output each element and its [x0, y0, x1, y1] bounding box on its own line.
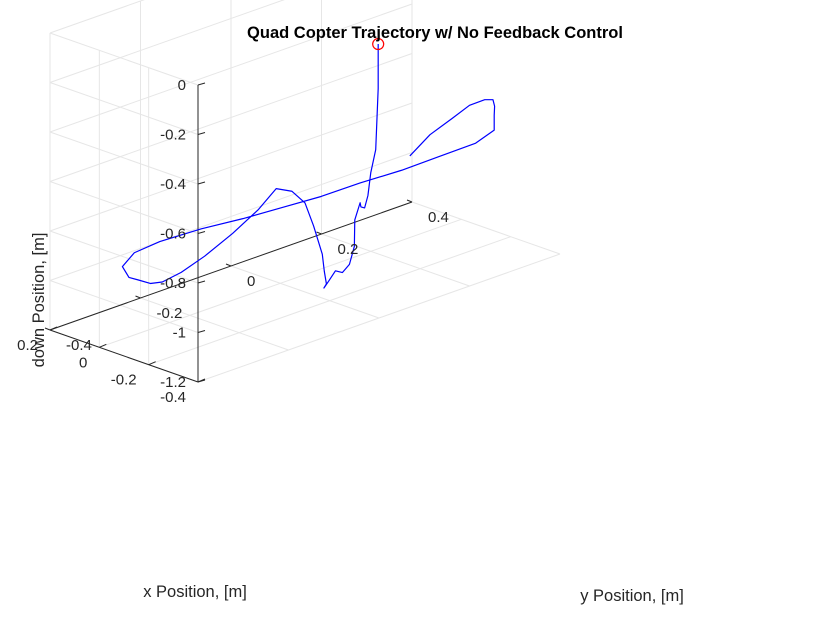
z-tick-label: 0: [178, 77, 186, 94]
grid-line: [321, 233, 470, 287]
grid-line: [197, 253, 561, 383]
z-tick-label: -1.2: [160, 374, 186, 391]
x-tick-label: -0.4: [160, 389, 186, 406]
z-tick-label: -1: [173, 325, 186, 342]
grid-line: [49, 102, 413, 232]
grid-line: [49, 181, 199, 234]
x-tick-mark: [197, 378, 206, 383]
z-tick-mark: [197, 82, 206, 86]
grid-line: [49, 0, 285, 83]
y-tick-label: 0: [247, 273, 255, 290]
x-tick-mark: [49, 326, 58, 331]
grid-line: [49, 230, 199, 284]
x-axis-label: x Position, [m]: [143, 583, 247, 601]
grid-line: [49, 0, 145, 34]
y-axis-label: y Position, [m]: [580, 587, 684, 605]
grid-line: [49, 3, 413, 133]
x-tick-label: 0: [79, 354, 87, 371]
grid-line: [49, 131, 199, 185]
grid-line: [230, 265, 380, 319]
grid-line: [140, 297, 289, 351]
z-tick-mark: [197, 181, 206, 185]
grid-line: [99, 218, 462, 348]
x-axis-line: [49, 329, 199, 383]
y-tick-mark: [44, 327, 51, 331]
x-tick-label: -0.2: [111, 372, 137, 389]
grid-line: [49, 280, 199, 333]
grid-line: [49, 152, 413, 281]
y-tick-label: -0.2: [157, 305, 183, 322]
z-axis-label: down Position, [m]: [30, 233, 48, 368]
x-tick-label: 0.2: [17, 337, 38, 354]
tick-labels: -1.2-1-0.8-0.6-0.4-0.20-0.4-0.200.2 -0.4-…: [17, 77, 449, 406]
y-tick-mark: [406, 199, 413, 203]
grid-line: [148, 236, 511, 366]
grid-line: [49, 53, 413, 182]
y-tick-mark: [316, 231, 322, 235]
axes-box: [44, 82, 413, 383]
z-tick-label: -0.8: [160, 275, 186, 292]
z-tick-label: -0.6: [160, 226, 186, 243]
trajectory-line: [121, 44, 496, 289]
z-tick-mark: [197, 231, 206, 234]
series-layer: [121, 37, 496, 289]
x-tick-mark: [148, 361, 156, 366]
y-tick-mark: [225, 263, 232, 267]
start-marker: [372, 37, 385, 51]
z-tick-mark: [197, 330, 206, 333]
y-tick-label: -0.4: [66, 337, 92, 354]
grid-line: [49, 82, 199, 135]
z-tick-mark: [197, 132, 206, 135]
grid-lines: [49, 0, 561, 383]
y-tick-mark: [135, 295, 141, 299]
grid-line: [411, 201, 561, 255]
y-tick-label: 0.2: [338, 241, 359, 258]
z-tick-mark: [197, 280, 206, 284]
chart-title: Quad Copter Trajectory w/ No Feedback Co…: [247, 24, 623, 42]
z-tick-label: -0.2: [160, 127, 186, 144]
x-tick-mark: [99, 343, 107, 348]
y-tick-label: 0.4: [428, 209, 449, 226]
z-tick-label: -0.4: [160, 176, 186, 193]
grid-line: [49, 32, 199, 86]
